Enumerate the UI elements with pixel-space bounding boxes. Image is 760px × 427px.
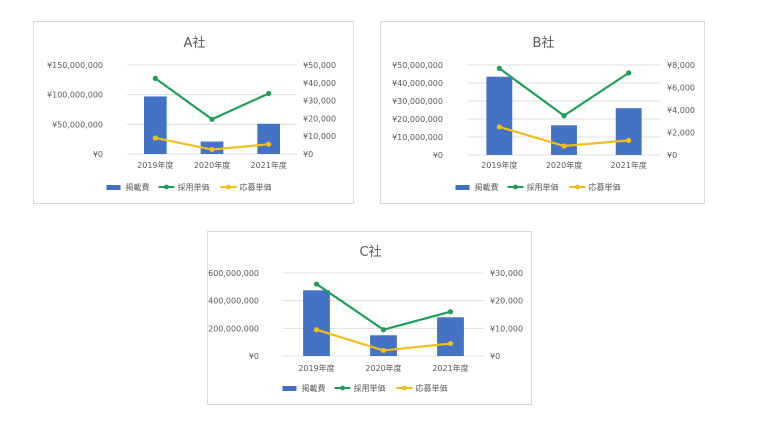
- y-right-tick-label: ¥0: [490, 352, 500, 361]
- y-left-tick-label: ¥600,000,000: [208, 269, 259, 278]
- chart-title: B社: [533, 35, 555, 51]
- chart-card-a: A社 ¥0 ¥50,000,000 ¥100,000,000 ¥150,000,000 ¥…: [33, 21, 354, 204]
- y-left-tick-label: ¥150,000,000: [47, 61, 103, 70]
- y-left-tick-label: ¥30,000,000: [392, 97, 443, 106]
- line-point: [209, 116, 215, 122]
- legend-swatch-marker: [340, 385, 345, 391]
- bar: [257, 123, 280, 154]
- legend-label: 掲載費: [126, 182, 150, 192]
- y-right-tick-label: ¥50,000: [303, 61, 336, 70]
- line-point: [561, 143, 567, 149]
- y-left-tick-label: ¥0: [93, 150, 103, 159]
- y-left-tick-label: ¥40,000,000: [392, 79, 443, 88]
- series-line: [315, 283, 451, 331]
- legend-swatch-marker: [164, 184, 169, 190]
- y-right-tick-label: ¥0: [667, 151, 677, 160]
- legend-swatch-bar: [106, 185, 121, 190]
- line-point: [380, 327, 387, 333]
- bar: [615, 108, 642, 155]
- legend-label: 採用単価: [178, 182, 210, 192]
- chart-title: C社: [359, 244, 381, 260]
- y-left-tick-label: ¥100,000,000: [47, 91, 103, 100]
- legend-label: 応募単価: [416, 383, 448, 393]
- bar: [486, 76, 513, 155]
- y-left-tick-label: ¥50,000,000: [392, 61, 443, 70]
- line-point: [266, 90, 272, 97]
- legend-label: 採用単価: [354, 383, 386, 393]
- line-point: [313, 327, 320, 333]
- y-right-tick-label: ¥20,000: [303, 114, 336, 123]
- y-right-tick-label: ¥40,000: [303, 79, 336, 88]
- line-point: [152, 75, 158, 81]
- y-right-tick-label: ¥6,000: [667, 84, 695, 93]
- y-left-tick-label: ¥0: [433, 151, 443, 160]
- x-category-label: 2020年度: [194, 160, 230, 170]
- chart-title: A社: [184, 35, 206, 51]
- legend-swatch-bar: [282, 386, 297, 391]
- y-right-tick-label: ¥30,000: [303, 97, 336, 106]
- legend-label: 応募単価: [589, 182, 621, 192]
- x-category-label: 2021年度: [250, 160, 286, 170]
- x-category-label: 2019年度: [137, 160, 173, 170]
- line-point: [152, 135, 158, 141]
- legend-swatch-marker: [513, 184, 518, 190]
- y-left-tick-label: ¥20,000,000: [392, 115, 443, 124]
- legend-label: 採用単価: [527, 182, 559, 192]
- series-line: [498, 67, 630, 117]
- y-right-tick-label: ¥10,000: [303, 132, 336, 141]
- legend-label: 掲載費: [475, 182, 499, 192]
- line-point: [209, 146, 215, 153]
- y-left-tick-label: ¥0: [249, 352, 259, 361]
- line-point: [266, 141, 272, 147]
- x-category-label: 2019年度: [481, 160, 517, 170]
- y-left-tick-label: ¥50,000,000: [52, 120, 103, 129]
- y-left-tick-label: ¥200,000,000: [208, 324, 259, 333]
- legend-label: 掲載費: [302, 383, 326, 393]
- line-point: [313, 281, 320, 287]
- chart-card-c: C社 ¥0 ¥200,000,000 ¥400,000,000 ¥600,000,000…: [207, 231, 532, 405]
- legend-swatch-marker: [402, 385, 407, 391]
- chart-svg: B社 ¥0 ¥10,000,000 ¥20,000,000 ¥30,000,000 ¥40…: [392, 35, 695, 192]
- bar: [437, 317, 464, 356]
- y-right-tick-label: ¥30,000: [490, 269, 523, 278]
- chart-svg: C社 ¥0 ¥200,000,000 ¥400,000,000 ¥600,000,000…: [208, 244, 523, 393]
- series-line: [154, 77, 270, 121]
- line-point: [496, 65, 502, 71]
- line-point: [561, 113, 567, 119]
- chart-card-b: B社 ¥0 ¥10,000,000 ¥20,000,000 ¥30,000,000 ¥40…: [380, 21, 705, 204]
- bar: [551, 125, 577, 155]
- line-point: [447, 309, 454, 315]
- bar: [144, 96, 167, 154]
- y-right-tick-label: ¥4,000: [667, 106, 695, 115]
- y-right-tick-label: ¥8,000: [667, 61, 695, 70]
- y-right-tick-label: ¥10,000: [490, 324, 523, 333]
- legend-swatch-bar: [455, 185, 470, 190]
- line-point: [626, 137, 632, 143]
- line-point: [447, 340, 454, 347]
- legend-label: 応募単価: [240, 182, 272, 192]
- y-left-tick-label: ¥10,000,000: [392, 133, 443, 142]
- line-point: [380, 347, 387, 354]
- x-category-label: 2021年度: [610, 160, 646, 170]
- x-category-label: 2019年度: [298, 363, 334, 373]
- line-point: [496, 124, 502, 130]
- legend-swatch-marker: [226, 184, 231, 190]
- y-right-tick-label: ¥20,000: [490, 297, 523, 306]
- x-category-label: 2020年度: [365, 363, 401, 373]
- chart-svg: A社 ¥0 ¥50,000,000 ¥100,000,000 ¥150,000,000 ¥…: [47, 35, 336, 192]
- y-right-tick-label: ¥0: [303, 150, 313, 159]
- legend-swatch-marker: [575, 184, 580, 190]
- x-category-label: 2021年度: [432, 363, 468, 373]
- bar: [303, 290, 330, 356]
- x-category-label: 2020年度: [546, 160, 582, 170]
- y-right-tick-label: ¥2,000: [667, 129, 695, 138]
- y-left-tick-label: ¥400,000,000: [208, 297, 259, 306]
- line-point: [626, 70, 632, 76]
